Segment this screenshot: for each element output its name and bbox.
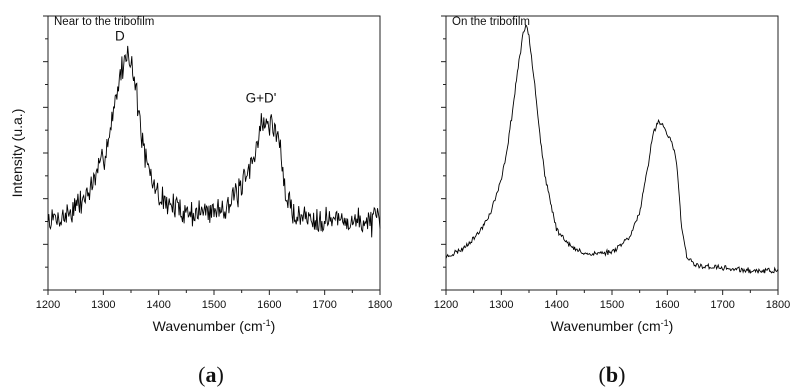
ticks-a: 1200 1300 1400 1500 1600 1700 1800: [36, 15, 392, 311]
plot-frame-a: [47, 15, 381, 291]
peak-label-g-d: G+D': [246, 90, 277, 105]
spectrum-line-b: [445, 24, 779, 274]
x-tick-label: 1400: [544, 299, 568, 311]
x-tick-label: 1300: [91, 299, 115, 311]
x-tick-label: 1400: [146, 299, 170, 311]
peak-label-d: D: [115, 29, 125, 44]
panel-title-b: On the tribofilm: [452, 16, 530, 28]
x-tick-label: 1700: [312, 299, 336, 311]
x-tick-label: 1800: [368, 299, 392, 311]
x-tick-label: 1500: [202, 299, 226, 311]
x-tick-label: 1500: [600, 299, 624, 311]
x-tick-label: 1800: [766, 299, 790, 311]
panel-a: 1200 1300 1400 1500 1600 1700 1800 Near to the…: [9, 15, 392, 334]
y-axis-title-a: Intensity (u.a.): [9, 109, 25, 198]
spectrum-line-a: [47, 45, 381, 238]
x-tick-label: 1600: [655, 299, 679, 311]
plot-frame-b: [445, 15, 779, 291]
x-tick-label: 1300: [489, 299, 513, 311]
x-tick-label: 1200: [434, 299, 458, 311]
x-axis-title-a: Wavenumber (cm-1): [153, 318, 276, 334]
panel-b: 1200 1300 1400 1500 1600 1700 1800 On the trib…: [434, 15, 790, 334]
caption-a: (a): [198, 362, 224, 387]
x-tick-label: 1200: [36, 299, 60, 311]
ticks-b: 1200 1300 1400 1500 1600 1700 1800: [434, 15, 790, 311]
caption-b: (b): [599, 362, 626, 387]
x-tick-label: 1700: [710, 299, 734, 311]
panel-title-a: Near to the tribofilm: [54, 16, 154, 28]
x-tick-label: 1600: [257, 299, 281, 311]
x-axis-title-b: Wavenumber (cm-1): [551, 318, 674, 334]
